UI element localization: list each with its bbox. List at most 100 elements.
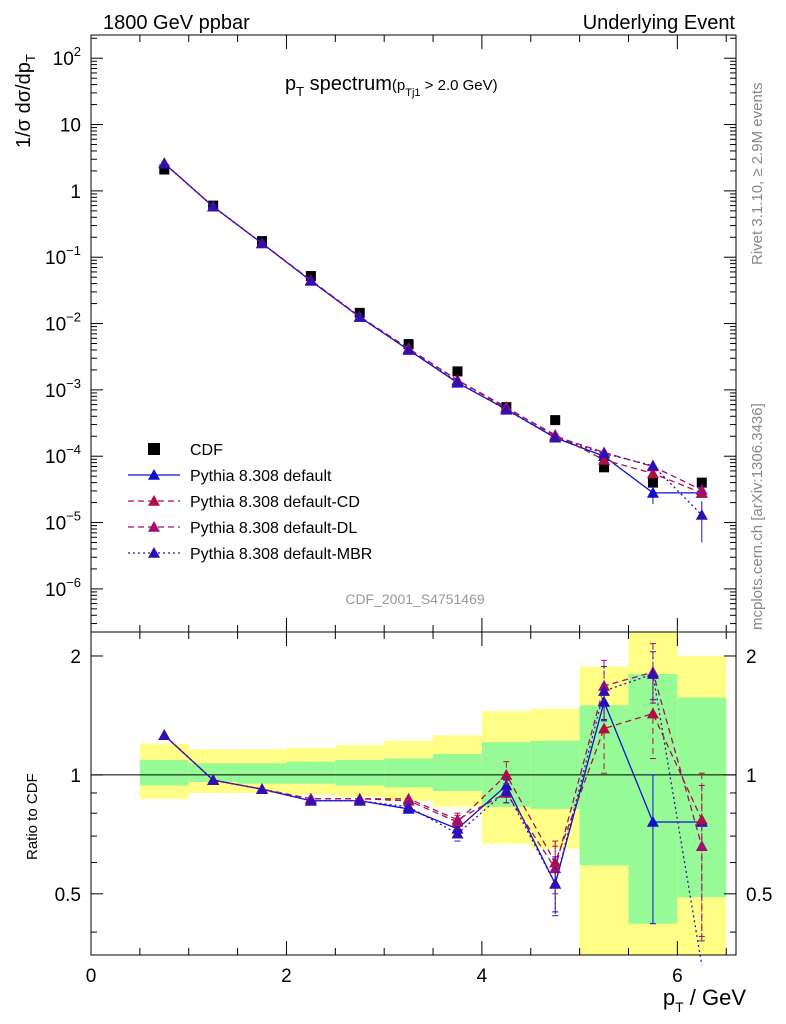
mc-point — [500, 403, 513, 415]
ratio-point — [598, 685, 611, 696]
main-y-label-text: 1/σ dσ/dp — [13, 62, 35, 148]
y-tick-label: 10−4 — [45, 442, 81, 468]
ratio-point — [646, 668, 659, 679]
title-cut-open: (p — [392, 77, 405, 94]
y-tick-exponent: 2 — [74, 44, 81, 59]
band-green — [237, 763, 287, 784]
y-tick-base: 10 — [60, 116, 81, 137]
y-tick-base: 10 — [45, 381, 66, 402]
legend-marker-cdf — [148, 443, 160, 455]
main-frame — [90, 34, 737, 633]
analysis-id: CDF_2001_S4751469 — [345, 591, 485, 607]
band-green — [286, 761, 336, 784]
y-tick-label: 10−2 — [45, 310, 81, 336]
y-tick-label-ratio-right: 2 — [746, 647, 757, 668]
mc-point — [646, 459, 659, 471]
legend: CDF Pythia 8.308 default Pythia 8.308 defa… — [128, 442, 372, 563]
y-tick-exponent: −2 — [66, 310, 81, 325]
y-tick-label: 1 — [70, 182, 81, 203]
y-tick-base: 10 — [53, 49, 74, 70]
series-line — [163, 162, 702, 494]
mc-point — [646, 486, 659, 498]
header-right: Underlying Event — [583, 12, 736, 34]
ratio-line — [163, 712, 703, 865]
ratio-frame — [90, 631, 737, 956]
ratio-bands — [139, 632, 727, 955]
legend-label: Pythia 8.308 default-CD — [190, 494, 360, 511]
mc-point — [598, 453, 611, 465]
main-y-label-sub: T — [23, 54, 38, 62]
mc-point — [304, 274, 317, 286]
x-tick-label: 6 — [672, 966, 683, 987]
band-green — [433, 753, 482, 792]
y-tick-exponent: −1 — [66, 243, 81, 258]
ratio-line — [163, 699, 702, 886]
y-tick-label: 102 — [53, 44, 81, 70]
x-label-sub: T — [675, 999, 684, 1015]
x-axis-label: pT / GeV — [663, 985, 746, 1015]
legend-marker — [148, 495, 160, 506]
series-line — [163, 162, 703, 516]
y-tick-base: 10 — [45, 315, 66, 336]
mc-point — [158, 157, 171, 169]
ratio-curves — [158, 643, 708, 966]
ratio-point — [353, 794, 366, 806]
mc-point — [695, 508, 708, 520]
y-tick-label: 10−6 — [45, 575, 81, 601]
title-rest: spectrum — [304, 73, 392, 95]
mc-point — [549, 431, 562, 443]
title-p: p — [285, 73, 296, 95]
y-tick-label-ratio: 1 — [70, 766, 81, 787]
mc-point — [207, 200, 220, 212]
legend-label: CDF — [190, 442, 223, 459]
y-tick-label: 10 — [60, 116, 81, 137]
ratio-point — [402, 792, 415, 804]
ratio-point — [158, 729, 171, 741]
mc-point — [695, 483, 708, 495]
main-curves — [158, 157, 708, 543]
band-green — [139, 760, 189, 786]
ratio-point — [646, 815, 659, 827]
ratio-point — [695, 840, 708, 851]
ratio-point — [451, 827, 464, 839]
ratio-point — [256, 783, 269, 794]
mcplots-label: mcplots.cern.ch [arXiv:1306.3436] — [749, 403, 766, 630]
title-cut-sub: Tj1 — [405, 87, 420, 99]
series-line — [163, 162, 703, 494]
ratio-point — [451, 813, 464, 825]
ratio-line — [163, 671, 703, 870]
legend-marker — [148, 469, 160, 480]
main-x-ticks — [90, 35, 727, 632]
legend-label: Pythia 8.308 default-MBR — [190, 546, 372, 563]
ratio-point — [598, 722, 611, 734]
legend-marker — [148, 521, 160, 532]
main-y-label: 1/σ dσ/dpT — [13, 54, 38, 148]
y-tick-label-ratio: 0.5 — [55, 885, 81, 906]
y-tick-base: 1 — [70, 182, 81, 203]
title-p-sub: T — [296, 84, 304, 99]
y-tick-label-ratio: 2 — [70, 647, 81, 668]
band-green — [188, 763, 238, 782]
y-tick-base: 10 — [45, 514, 66, 535]
mc-point — [646, 467, 659, 479]
mc-point — [598, 447, 611, 459]
ratio-point — [549, 877, 562, 889]
y-tick-label: 10−1 — [45, 243, 81, 269]
legend-marker — [148, 547, 160, 558]
legend-label: Pythia 8.308 default — [190, 468, 332, 485]
ratio-point — [646, 707, 659, 719]
x-tick-label: 4 — [477, 966, 488, 987]
legend-label: Pythia 8.308 default-DL — [190, 520, 357, 537]
data-point-cdf — [599, 462, 610, 473]
mc-point — [353, 310, 366, 322]
y-tick-base: 10 — [45, 248, 66, 269]
mc-point — [451, 375, 464, 387]
y-tick-exponent: −3 — [66, 376, 81, 391]
series-line — [163, 162, 703, 491]
band-green — [384, 758, 434, 788]
y-tick-exponent: −5 — [66, 509, 81, 524]
ratio-point — [402, 800, 415, 812]
ratio-point — [304, 794, 317, 806]
